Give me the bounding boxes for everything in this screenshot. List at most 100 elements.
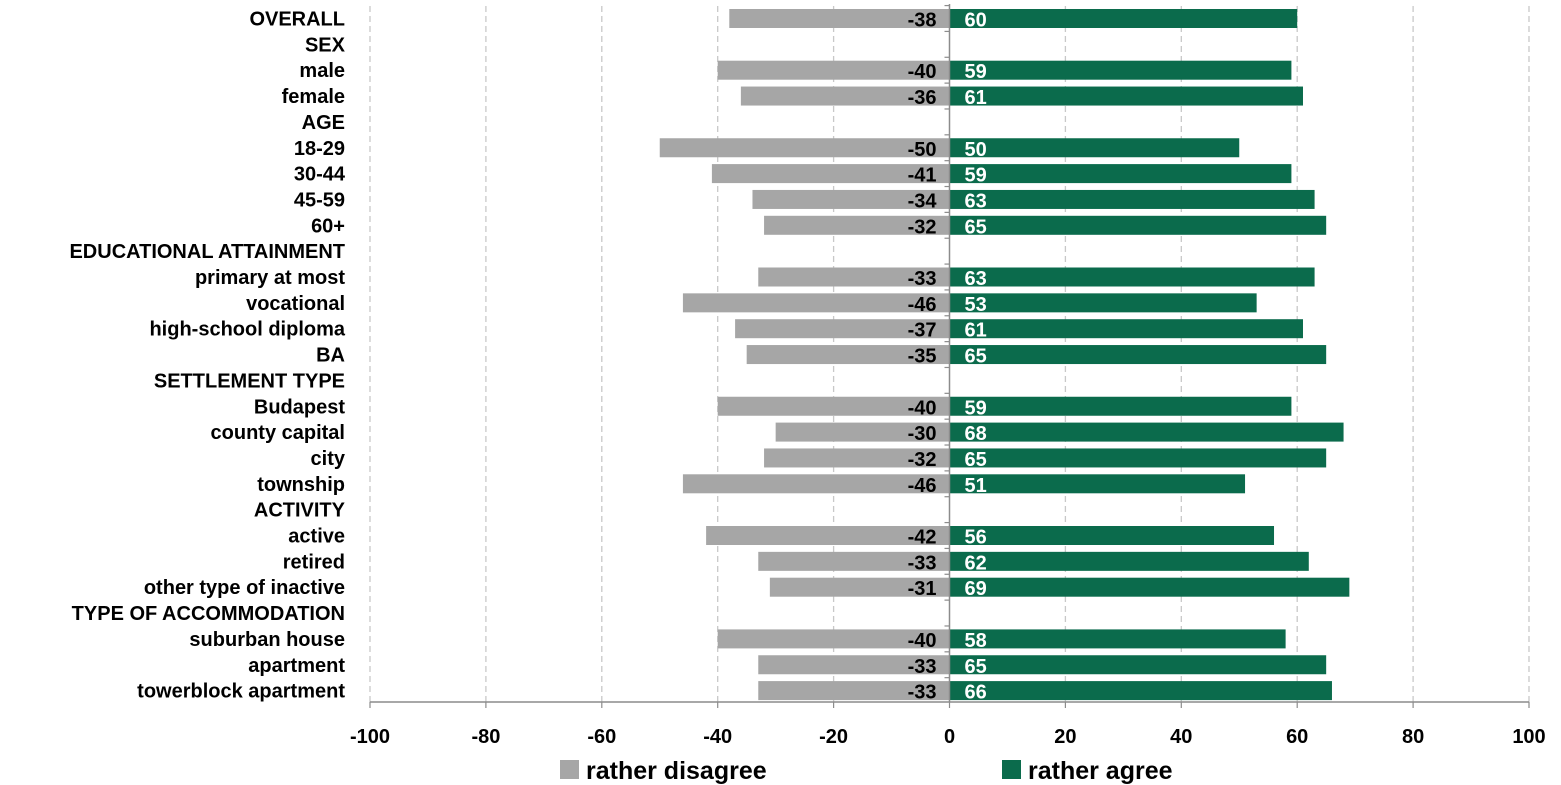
data-label-rather-agree: 65 [965, 216, 987, 238]
bar-rather-disagree [711, 164, 950, 184]
bar-rather-disagree [659, 138, 950, 158]
bar-rather-disagree [758, 267, 950, 287]
category-label: retired [283, 551, 345, 573]
x-tick-label: 60 [1286, 726, 1308, 748]
axes [369, 4, 1530, 708]
legend-label-rather-disagree: rather disagree [586, 757, 767, 785]
data-label-rather-disagree: -33 [908, 656, 937, 678]
data-label-rather-disagree: -32 [908, 449, 937, 471]
bar-rather-agree [949, 189, 1315, 209]
data-label-rather-agree: 59 [965, 165, 987, 187]
bar-rather-disagree [706, 526, 950, 545]
data-label-rather-disagree: -35 [908, 346, 937, 368]
bar-rather-agree [949, 396, 1292, 416]
category-label: AGE [302, 112, 345, 134]
bar-rather-disagree [717, 629, 950, 649]
data-label-rather-agree: 61 [965, 320, 987, 342]
data-label-rather-disagree: -32 [908, 216, 937, 238]
bar-rather-agree [949, 86, 1303, 106]
bar-rather-agree [949, 164, 1292, 184]
data-label-rather-disagree: -46 [908, 294, 937, 316]
data-label-rather-agree: 56 [965, 527, 987, 549]
x-tick-label: -20 [819, 726, 848, 748]
bar-rather-disagree [682, 474, 950, 494]
bar-rather-disagree [758, 681, 950, 701]
category-label: towerblock apartment [137, 681, 345, 703]
bar-rather-agree [949, 293, 1257, 313]
data-label-rather-disagree: -37 [908, 320, 937, 342]
data-label-rather-disagree: -33 [908, 552, 937, 574]
bar-rather-disagree [752, 189, 950, 209]
x-tick-label: 0 [944, 726, 955, 748]
bar-rather-disagree [764, 448, 950, 468]
category-label: apartment [248, 655, 345, 677]
category-label: other type of inactive [144, 577, 345, 599]
data-label-rather-disagree: -40 [908, 61, 937, 83]
x-tick-label: 80 [1402, 726, 1424, 748]
category-label: 45-59 [294, 189, 345, 211]
category-label: active [288, 526, 345, 548]
data-label-rather-agree: 50 [965, 139, 987, 161]
category-label: male [299, 60, 345, 82]
bar-rather-agree [949, 655, 1327, 675]
data-label-rather-agree: 62 [965, 552, 987, 574]
category-label: township [257, 474, 345, 496]
category-label: Budapest [254, 396, 345, 418]
bar-rather-agree [949, 629, 1286, 649]
category-label: primary at most [195, 267, 345, 289]
bar-rather-disagree [758, 655, 950, 675]
bar-rather-disagree [775, 422, 950, 442]
data-label-rather-agree: 58 [965, 630, 987, 652]
x-tick-label: -80 [471, 726, 500, 748]
legend-label-rather-agree: rather agree [1028, 757, 1173, 785]
legend: rather disagree rather agree [560, 757, 1173, 785]
category-label: suburban house [189, 629, 345, 651]
bar-rather-disagree [729, 9, 950, 28]
bar-rather-disagree [764, 215, 950, 235]
data-label-rather-disagree: -41 [908, 165, 937, 187]
bar-rather-agree [949, 267, 1315, 287]
bar-rather-agree [949, 448, 1327, 468]
bar-rather-disagree [769, 577, 950, 597]
bar-rather-agree [949, 345, 1327, 365]
category-label: female [282, 86, 345, 108]
x-tick-label: -60 [587, 726, 616, 748]
bar-rather-agree [949, 9, 1298, 28]
category-label: ACTIVITY [254, 500, 346, 522]
category-label: 30-44 [294, 164, 346, 186]
category-label: OVERALL [249, 9, 345, 31]
bar-rather-agree [949, 215, 1327, 235]
bar-rather-agree [949, 422, 1344, 442]
category-label: 60+ [311, 215, 345, 237]
x-tick-label: 100 [1512, 726, 1545, 748]
data-label-rather-disagree: -38 [908, 10, 937, 32]
data-label-rather-agree: 51 [965, 475, 987, 497]
data-label-rather-agree: 63 [965, 268, 987, 290]
data-label-rather-disagree: -42 [908, 527, 937, 549]
data-label-rather-disagree: -40 [908, 630, 937, 652]
data-label-rather-disagree: -33 [908, 268, 937, 290]
data-label-rather-disagree: -31 [908, 578, 937, 600]
data-label-rather-agree: 65 [965, 656, 987, 678]
data-label-rather-disagree: -50 [908, 139, 937, 161]
bar-rather-disagree [735, 319, 950, 339]
x-tick-label: -40 [703, 726, 732, 748]
x-tick-label: 20 [1054, 726, 1076, 748]
data-label-rather-agree: 63 [965, 190, 987, 212]
category-label: city [311, 448, 346, 470]
bar-rather-disagree [717, 60, 950, 80]
bar-rather-agree [949, 526, 1275, 545]
bar-rather-agree [949, 60, 1292, 80]
data-label-rather-agree: 65 [965, 449, 987, 471]
data-label-rather-agree: 59 [965, 397, 987, 419]
data-label-rather-disagree: -46 [908, 475, 937, 497]
category-label: BA [316, 345, 345, 367]
category-label: TYPE OF ACCOMMODATION [72, 603, 345, 625]
bar-rather-disagree [717, 396, 950, 416]
data-label-rather-agree: 65 [965, 346, 987, 368]
bar-rather-agree [949, 474, 1246, 494]
data-label-rather-disagree: -33 [908, 682, 937, 704]
x-tick-label: 40 [1170, 726, 1192, 748]
